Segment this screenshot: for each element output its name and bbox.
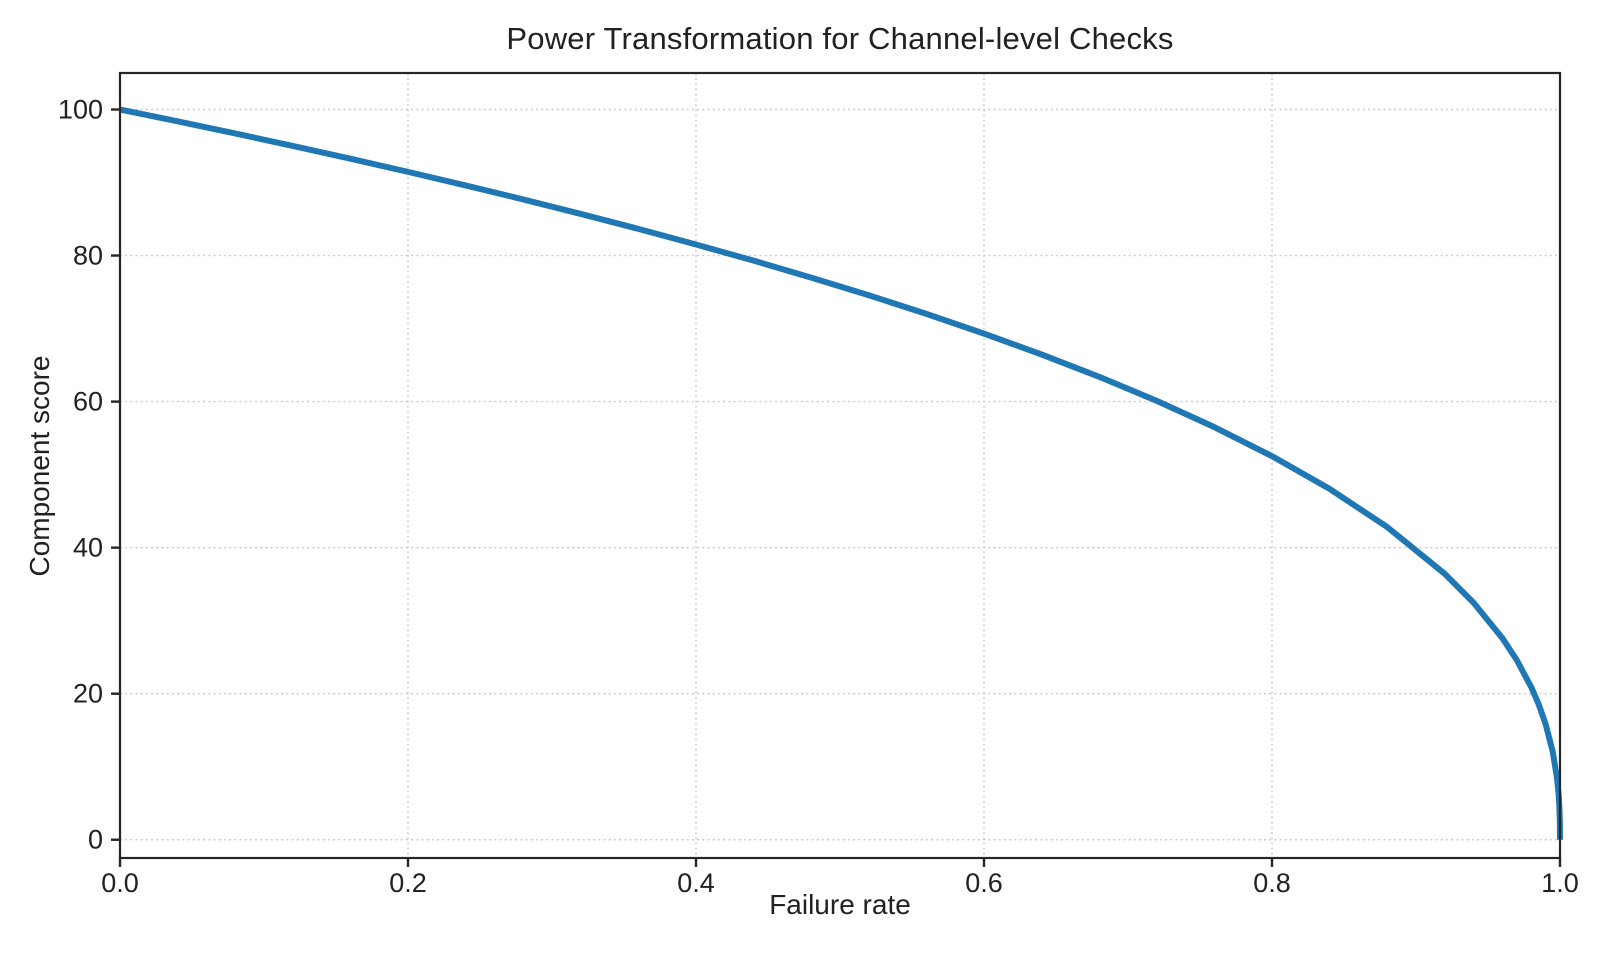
- y-tick-label: 0: [88, 825, 103, 855]
- y-tick-label: 100: [58, 95, 103, 125]
- y-tick-label: 40: [73, 533, 103, 563]
- plot-border: [118, 71, 1562, 860]
- y-tick-label: 60: [73, 387, 103, 417]
- x-tick-label: 1.0: [1541, 868, 1579, 898]
- y-tick-label: 80: [73, 241, 103, 271]
- x-tick-label: 0.2: [389, 868, 427, 898]
- chart-title: Power Transformation for Channel-level C…: [506, 21, 1174, 56]
- x-tick-label: 0.0: [101, 868, 139, 898]
- x-axis-label: Failure rate: [769, 889, 911, 920]
- x-tick-label: 0.8: [1253, 868, 1291, 898]
- series-line: [119, 106, 1563, 840]
- x-tick-label: 0.6: [965, 868, 1003, 898]
- y-tick-label: 20: [73, 679, 103, 709]
- x-tick-label: 0.4: [677, 868, 715, 898]
